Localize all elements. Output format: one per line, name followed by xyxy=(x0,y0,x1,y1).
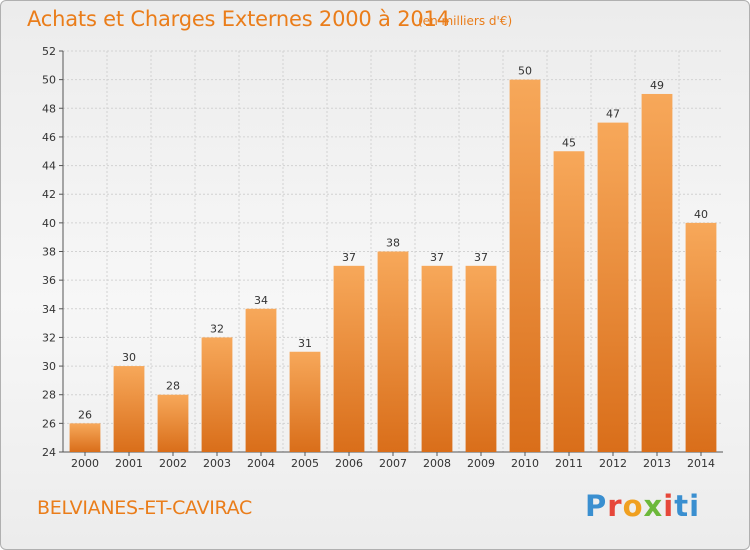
y-tick-label: 28 xyxy=(42,389,56,402)
data-label-2004: 34 xyxy=(254,294,268,307)
y-tick-label: 46 xyxy=(42,131,56,144)
bar-2012 xyxy=(597,122,629,452)
x-tick-label-2007: 2007 xyxy=(379,457,407,470)
bar-2006 xyxy=(333,265,365,452)
bar-2007 xyxy=(377,251,409,452)
data-label-2009: 37 xyxy=(474,251,488,264)
bar-2009 xyxy=(465,265,497,452)
data-label-2002: 28 xyxy=(166,380,180,393)
x-tick-label-2000: 2000 xyxy=(71,457,99,470)
bar-2013 xyxy=(641,93,673,452)
bar-2014 xyxy=(685,222,717,452)
proxiti-logo[interactable]: Proxiti xyxy=(585,489,700,523)
logo-letter: P xyxy=(585,489,608,523)
x-tick-label-2004: 2004 xyxy=(247,457,275,470)
bar-2004 xyxy=(245,308,277,452)
x-tick-label-2008: 2008 xyxy=(423,457,451,470)
bar-2010 xyxy=(509,79,541,453)
logo-letter: x xyxy=(643,489,664,523)
bar-2000 xyxy=(69,423,101,452)
y-tick-label: 42 xyxy=(42,188,56,201)
x-tick-label-2001: 2001 xyxy=(115,457,143,470)
data-labels: 26 30 28 32 34 31 37 38 37 37 50 45 47 49 40 xyxy=(78,65,708,422)
y-tick-label: 34 xyxy=(42,303,56,316)
y-tick-label: 52 xyxy=(42,45,56,58)
y-tick-label: 24 xyxy=(42,446,56,459)
data-label-2000: 26 xyxy=(78,408,92,421)
logo-letter: t xyxy=(674,489,690,523)
logo-letter: i xyxy=(663,489,675,523)
tick-labels: 24 26 28 30 32 34 36 38 40 42 44 46 48 50 52 2000 2001 20… xyxy=(42,45,715,470)
x-tick-label-2002: 2002 xyxy=(159,457,187,470)
data-label-2013: 49 xyxy=(650,79,664,92)
data-label-2010: 50 xyxy=(518,65,532,78)
data-label-2005: 31 xyxy=(298,337,312,350)
place-name: BELVIANES-ET-CAVIRAC xyxy=(37,497,253,519)
x-tick-label-2003: 2003 xyxy=(203,457,231,470)
y-tick-label: 48 xyxy=(42,102,56,115)
y-tick-label: 30 xyxy=(42,360,56,373)
bar-2011 xyxy=(553,151,585,452)
y-tick-label: 32 xyxy=(42,331,56,344)
x-tick-label-2009: 2009 xyxy=(467,457,495,470)
x-tick-label-2011: 2011 xyxy=(555,457,583,470)
logo-letter: r xyxy=(607,489,623,523)
data-label-2014: 40 xyxy=(694,208,708,221)
chart-title: Achats et Charges Externes 2000 à 2014 xyxy=(27,7,450,31)
data-label-2012: 47 xyxy=(606,108,620,121)
y-tick-label: 44 xyxy=(42,160,56,173)
x-tick-label-2006: 2006 xyxy=(335,457,363,470)
data-label-2011: 45 xyxy=(562,136,576,149)
x-tick-label-2010: 2010 xyxy=(511,457,539,470)
y-tick-label: 26 xyxy=(42,417,56,430)
bar-2001 xyxy=(113,366,145,452)
y-tick-label: 36 xyxy=(42,274,56,287)
x-tick-label-2013: 2013 xyxy=(643,457,671,470)
data-label-2007: 38 xyxy=(386,237,400,250)
data-label-2001: 30 xyxy=(122,351,136,364)
x-tick-label-2014: 2014 xyxy=(687,457,715,470)
data-label-2008: 37 xyxy=(430,251,444,264)
y-tick-label: 50 xyxy=(42,74,56,87)
x-tick-label-2005: 2005 xyxy=(291,457,319,470)
chart-subtitle: (en milliers d'€) xyxy=(418,14,513,28)
bars xyxy=(69,79,717,453)
data-label-2006: 37 xyxy=(342,251,356,264)
bar-2008 xyxy=(421,265,453,452)
bar-2005 xyxy=(289,351,321,452)
x-tick-label-2012: 2012 xyxy=(599,457,627,470)
y-tick-label: 40 xyxy=(42,217,56,230)
bar-2003 xyxy=(201,337,233,452)
logo-letter: o xyxy=(622,489,644,523)
bar-2002 xyxy=(157,394,189,452)
data-label-2003: 32 xyxy=(210,322,224,335)
logo-letter: i xyxy=(689,489,701,523)
y-tick-label: 38 xyxy=(42,246,56,259)
